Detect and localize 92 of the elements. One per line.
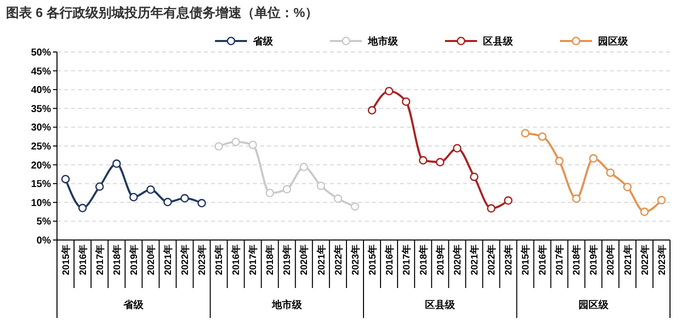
x-tick-label: 2023年 [656,244,668,276]
x-tick-label: 2019年 [588,244,600,276]
y-tick-label: 45% [30,66,52,78]
point [78,204,87,212]
x-tick-label: 2021年 [622,244,634,276]
x-tick-label: 2019年 [281,244,294,276]
point [436,158,444,166]
y-tick-label: 10% [30,198,52,209]
x-tick-label: 2022年 [179,244,192,276]
point [486,204,496,213]
point [197,198,206,208]
point [316,182,326,190]
point [334,194,342,203]
point [555,156,564,166]
point [95,182,104,191]
x-tick-label: 2017年 [247,244,260,276]
x-tick-label: 2022年 [486,244,498,276]
text: 地市级 [270,299,303,311]
point [589,154,598,163]
x-tick-label: 2021年 [162,244,174,276]
point [232,138,240,146]
point [538,132,547,141]
point [214,142,224,151]
point [129,192,138,202]
point [504,196,512,205]
x-tick-label: 2016年 [230,244,242,276]
y-tick-label: 35% [30,104,52,115]
point [61,174,70,184]
point [112,159,121,168]
x-tick-label: 2022年 [332,244,344,276]
point [368,106,376,115]
point [606,168,615,177]
x-tick-label: 2023年 [349,244,362,276]
point [402,97,410,106]
x-tick-label: 2015年 [366,244,378,276]
y-tick-label: 15% [30,179,52,190]
point [640,208,649,216]
x-tick-label: 2018年 [417,244,430,276]
x-tick-label: 2021年 [315,244,328,276]
x-tick-label: 2017年 [554,244,566,276]
point [300,162,308,172]
text: 省级 [122,299,145,311]
y-tick-label: 0% [36,236,52,246]
legend-label: 园区级 [598,36,629,48]
point [266,188,274,198]
x-tick-label: 2018年 [570,244,583,276]
point [146,185,155,194]
y-tick-label: 40% [30,85,52,96]
x-tick-label: 2015年 [520,244,532,276]
x-tick-label: 2020年 [604,244,617,276]
legend-label: 区县级 [483,36,514,48]
point [452,144,462,153]
x-tick-label: 2016年 [383,244,396,276]
point [248,140,258,150]
x-tick-label: 2019年 [128,244,140,276]
y-tick-label: 50% [30,48,52,58]
x-tick-label: 2020年 [298,244,310,276]
x-tick-label: 2016年 [536,244,549,276]
point [282,184,292,194]
x-tick-label: 2017年 [94,244,106,276]
chart-title: 图表 6 各行政级别城投历年有息债务增速（单位：%） [6,5,318,20]
point [572,194,581,203]
x-tick-label: 2023年 [196,244,208,276]
legend-label: 地市级 [367,36,399,48]
x-tick-label: 2023年 [502,244,515,276]
point [384,86,394,96]
x-tick-label: 2020年 [144,244,157,276]
point [521,128,530,138]
point [350,202,360,211]
point [470,172,478,182]
text: 园区级 [578,299,610,311]
x-tick-label: 2018年 [110,244,123,276]
x-tick-label: 2015年 [213,244,226,276]
x-tick-label: 2022年 [638,244,651,276]
y-tick-label: 30% [30,122,52,134]
x-tick-label: 2021年 [468,244,481,276]
point [418,156,428,165]
point [623,182,632,192]
x-tick-label: 2016年 [76,244,89,276]
point [657,196,666,204]
point [180,194,189,203]
x-tick-label: 2015年 [60,244,72,276]
legend-label: 省级 [252,36,274,48]
x-tick-label: 2020年 [451,244,464,276]
text: 区县级 [425,299,456,311]
y-tick-label: 25% [30,142,52,152]
y-tick-label: 20% [30,160,52,172]
x-tick-label: 2018年 [264,244,276,276]
x-tick-label: 2017年 [400,244,412,276]
y-tick-label: 5% [36,216,52,228]
point [163,198,172,206]
x-tick-label: 2019年 [434,244,446,276]
